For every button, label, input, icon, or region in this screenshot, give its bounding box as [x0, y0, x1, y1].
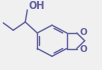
Text: O: O: [80, 45, 88, 54]
Text: OH: OH: [28, 1, 45, 11]
Text: O: O: [80, 28, 88, 37]
